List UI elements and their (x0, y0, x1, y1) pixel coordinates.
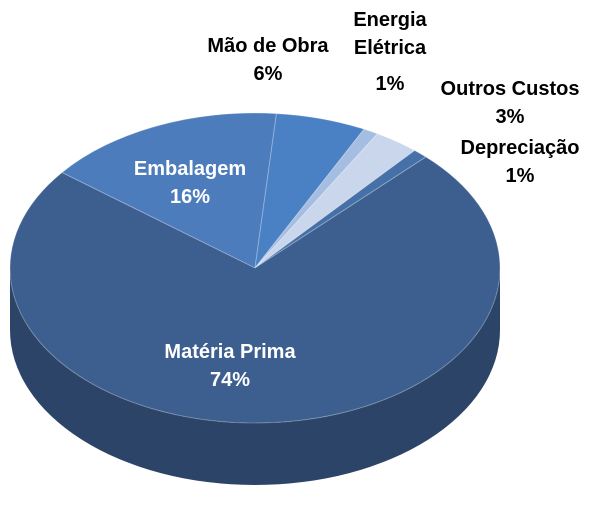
value-label: 3% (495, 106, 525, 128)
pie-slice (61, 112, 278, 269)
category-label: Embalagem (133, 158, 247, 180)
slice-label: Matéria Prima 74% (120, 338, 340, 394)
pie-slice-side (10, 268, 500, 485)
slice-label: Outros Custos 3% (425, 75, 595, 131)
category-label: Mão de Obra (207, 35, 329, 57)
pie-slice (254, 133, 416, 269)
category-label: Outros Custos (440, 78, 580, 100)
pie-slice (254, 149, 427, 269)
category-label: Energia Elétrica (353, 9, 427, 59)
pie-slice (254, 113, 365, 270)
value-label: 1% (505, 165, 535, 187)
slice-label: Mão de Obra 6% (183, 32, 353, 88)
slice-label: Embalagem 16% (105, 155, 275, 211)
value-label: 74% (209, 369, 251, 391)
pie-slice (254, 128, 379, 269)
value-label: 6% (253, 63, 283, 85)
value-label: 16% (169, 186, 211, 208)
slice-label: Energia Elétrica 1% (340, 6, 440, 98)
category-label: Matéria Prima (164, 341, 296, 363)
slice-label: Depreciação 1% (435, 134, 605, 190)
pie-slice (9, 156, 501, 424)
category-label: Depreciação (460, 137, 580, 159)
value-label: 1% (375, 73, 405, 95)
